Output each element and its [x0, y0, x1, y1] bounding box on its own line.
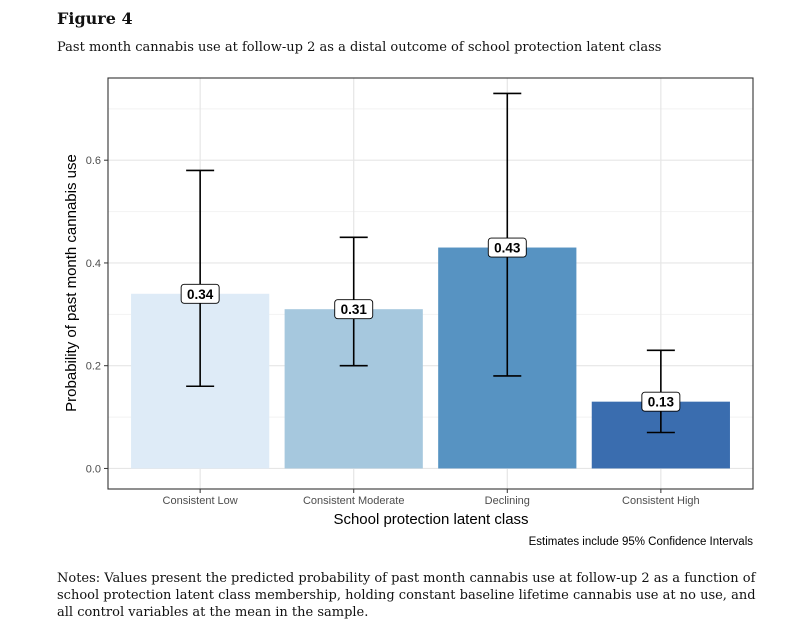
value-label-text: 0.34	[187, 287, 214, 302]
chart-caption: Estimates include 95% Confidence Interva…	[529, 536, 754, 548]
x-tick-label: Consistent Low	[163, 495, 238, 507]
value-label: 0.31	[334, 299, 374, 320]
x-tick-label: Declining	[485, 495, 530, 507]
y-tick-label: 0.4	[86, 258, 101, 270]
bars	[131, 247, 730, 469]
value-label: 0.13	[641, 391, 681, 412]
plot-panel-border	[107, 77, 754, 490]
y-axis-title: Probability of past month cannabis use	[63, 154, 80, 412]
x-tick-label: Consistent Moderate	[303, 495, 405, 507]
value-labels: 0.34 0.31 0.43 0.13	[180, 237, 681, 412]
y-tick-label: 0.0	[86, 463, 101, 475]
figure-label: Figure 4	[57, 9, 133, 28]
x-tick-label: Consistent High	[622, 495, 700, 507]
value-label-box	[180, 283, 220, 304]
value-label-box	[334, 299, 374, 320]
value-label-text: 0.31	[341, 302, 368, 317]
y-tick-label: 0.2	[86, 361, 101, 373]
figure-title: Past month cannabis use at follow-up 2 a…	[57, 40, 662, 55]
value-label-box	[641, 391, 681, 412]
x-axis-title: School protection latent class	[333, 511, 528, 528]
axes: 0.0 0.2 0.4 0.6 Consistent Low Consistent Mod…	[86, 155, 700, 507]
value-label: 0.34	[180, 283, 220, 304]
error-bars	[186, 92, 675, 434]
figure-notes: Notes: Values present the predicted prob…	[57, 571, 756, 620]
value-label-text: 0.43	[494, 241, 521, 256]
value-label-box	[487, 237, 527, 258]
bar-chart: 0.34 0.31 0.43 0.13 0.0 0.2 0.4 0.6 Consistent …	[63, 77, 754, 548]
value-label: 0.43	[487, 237, 527, 258]
y-tick-label: 0.6	[86, 155, 101, 167]
value-label-text: 0.13	[648, 395, 675, 410]
